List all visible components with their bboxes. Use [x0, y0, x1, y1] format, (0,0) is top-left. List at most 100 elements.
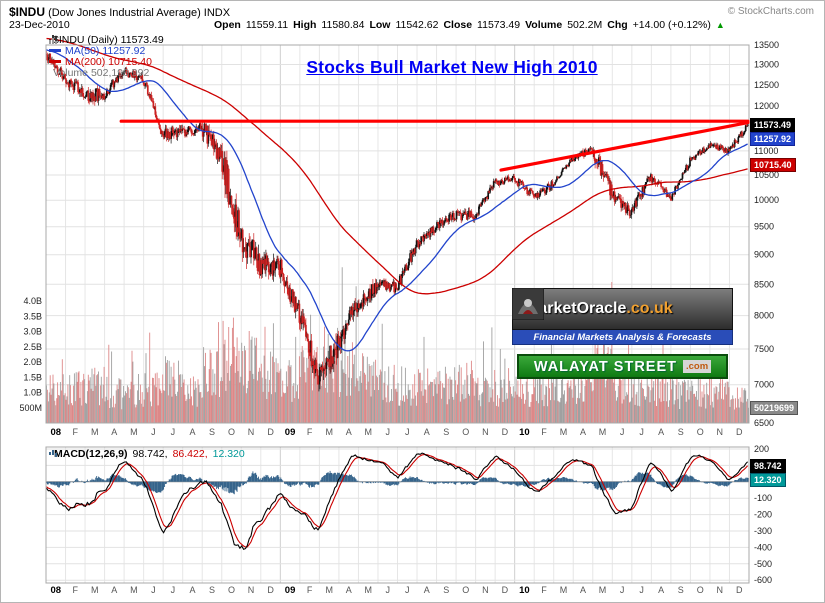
month-label: J — [385, 427, 390, 437]
month-label: F — [73, 427, 79, 437]
ma200-line — [46, 37, 748, 295]
month-label: D — [502, 427, 509, 437]
month-label: S — [443, 427, 449, 437]
month-label: O — [697, 427, 704, 437]
volume-value-box: 50219699 — [750, 401, 799, 415]
walayat-street-com: .com — [683, 360, 712, 373]
month-label: O — [228, 585, 235, 595]
price-tick: 10000 — [754, 195, 779, 205]
volume-tick: 1.0B — [23, 388, 42, 398]
month-label: A — [346, 427, 352, 437]
month-label: A — [189, 585, 195, 595]
month-label: J — [620, 427, 625, 437]
macd-hist-value-box: 12.320 — [750, 473, 786, 487]
month-label: M — [599, 427, 607, 437]
legend-volume-label: Volume 502,196,992 — [53, 66, 150, 79]
candles-up-bodies — [47, 53, 749, 385]
volume-tick: 3.5B — [23, 311, 42, 321]
month-label: M — [599, 585, 607, 595]
macd-label: MACD(12,26,9) — [54, 448, 128, 460]
trend-line — [499, 120, 750, 172]
marketoracle-brand-tld: .co.uk — [626, 300, 673, 317]
volume-tick: 2.0B — [23, 357, 42, 367]
volume-tick: 1.5B — [23, 372, 42, 382]
month-label: N — [716, 585, 723, 595]
macd-panel-chart: 2001000-100-200-300-400-500-60008FMAMJJA… — [45, 445, 772, 596]
month-label: M — [560, 585, 568, 595]
low-label: Low — [369, 19, 391, 31]
ma200-price-box: 10715.40 — [750, 158, 796, 172]
month-label: M — [560, 427, 568, 437]
macd-value-box: 98.742 — [750, 459, 786, 473]
month-label: A — [424, 427, 430, 437]
month-label: J — [171, 585, 176, 595]
month-label: J — [639, 427, 644, 437]
macd-tick: -400 — [754, 542, 772, 552]
low-value: 11542.62 — [395, 19, 439, 31]
month-label: M — [130, 585, 138, 595]
ma50-price-box: 11257.92 — [750, 132, 796, 146]
month-label: J — [405, 427, 410, 437]
month-label: N — [482, 585, 489, 595]
month-label: S — [678, 585, 684, 595]
close-label: Close — [443, 19, 473, 31]
symbol-description: (Dow Jones Industrial Average) — [48, 7, 201, 19]
macd-tick: -100 — [754, 493, 772, 503]
chg-label: Chg — [607, 19, 628, 31]
ma50-line — [46, 49, 748, 352]
month-label: D — [267, 585, 274, 595]
month-label: 09 — [285, 585, 296, 596]
marketoracle-brand: MarketOracle.co.uk — [525, 300, 673, 318]
month-label: A — [580, 585, 586, 595]
marketoracle-watermark[interactable]: MarketOracle.co.uk Financial Markets Ana… — [512, 288, 733, 379]
chart-header: $INDU (Dow Jones Industrial Average) IND… — [9, 5, 230, 19]
month-label: A — [424, 585, 430, 595]
chart-date: 23-Dec-2010 — [9, 19, 70, 31]
month-label: D — [502, 585, 509, 595]
month-label: M — [364, 427, 372, 437]
volume-tick: 2.5B — [23, 342, 42, 352]
volume-value: 502.2M — [567, 19, 603, 31]
price-tick: 13500 — [754, 40, 779, 50]
month-label: M — [91, 427, 99, 437]
legend-row-volume: Volume 502,196,992 — [49, 38, 164, 79]
month-label: N — [482, 427, 489, 437]
marketoracle-logo-box[interactable]: MarketOracle.co.uk — [512, 288, 733, 330]
month-label: N — [716, 427, 723, 437]
month-label: J — [620, 585, 625, 595]
open-label: Open — [214, 19, 241, 31]
month-label: F — [307, 427, 313, 437]
symbol: $INDU — [9, 5, 46, 19]
month-label: D — [736, 585, 743, 595]
month-label: 08 — [51, 427, 62, 438]
volume-tick: 3.0B — [23, 327, 42, 337]
month-label: 10 — [519, 427, 530, 438]
month-label: J — [385, 585, 390, 595]
macd-hist-value: 12.320 — [212, 448, 245, 460]
stockcharts-copyright-link[interactable]: © StockCharts.com — [727, 6, 814, 17]
month-label: J — [151, 585, 156, 595]
macd-tick: -500 — [754, 559, 772, 569]
legend-row-ma50: MA(50) 11257.92 — [49, 44, 164, 57]
chg-value: +14.00 (+0.12%) — [632, 19, 711, 31]
month-label: A — [111, 585, 117, 595]
volume-label: Volume — [525, 19, 563, 31]
price-tick: 12000 — [754, 101, 779, 111]
month-label: M — [364, 585, 372, 595]
month-label: F — [307, 585, 313, 595]
walayat-street-banner[interactable]: WALAYAT STREET .com — [517, 354, 728, 379]
marketoracle-brand-name: MarketOracle — [525, 300, 627, 317]
month-label: J — [639, 585, 644, 595]
month-label: F — [73, 585, 79, 595]
volume-tick: 4.0B — [23, 296, 42, 306]
legend-row-price: $INDU (Daily) 11573.49 — [49, 34, 164, 46]
legend-row-ma200: MA(200) 10715.40 — [49, 56, 164, 68]
month-label: A — [189, 427, 195, 437]
month-label: J — [171, 427, 176, 437]
month-label: M — [130, 427, 138, 437]
legend-ma50-label: MA(50) 11257.92 — [65, 44, 146, 57]
month-label: N — [248, 585, 255, 595]
last-price-box: 11573.49 — [750, 118, 796, 132]
month-label: A — [580, 427, 586, 437]
macd-tick: -200 — [754, 510, 772, 520]
